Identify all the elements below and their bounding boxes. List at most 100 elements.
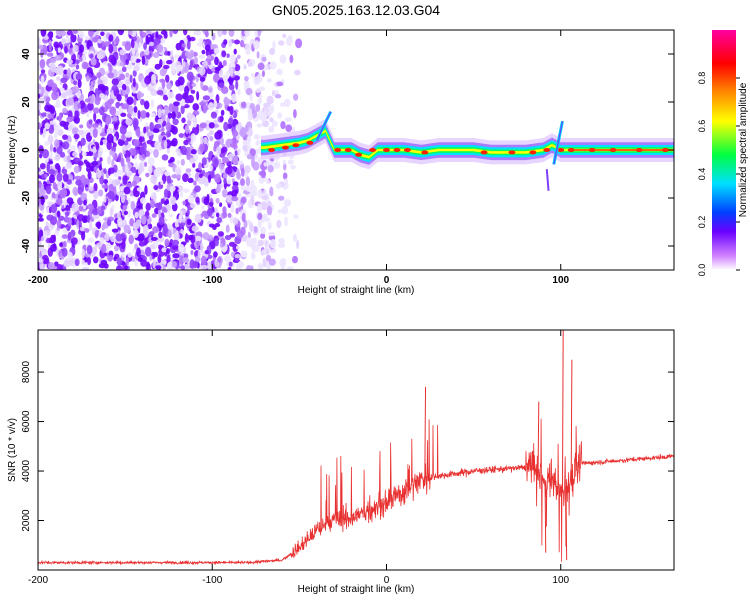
spectrogram-noise-blob [48,160,54,165]
spectrogram-noise-blob [240,250,248,258]
spectrogram-noise-blob [157,208,161,218]
spectrogram-noise-blob [56,219,62,229]
spectrogram-noise-blob [202,95,210,101]
spectrogram-noise-blob [66,97,75,106]
spectrogram-noise-blob [270,104,275,113]
spectrogram-noise-blob [233,48,237,55]
colorbar-tick-label: 0.8 [697,72,707,85]
spectrogram-noise-blob [295,38,303,49]
spectrogram-noise-blob [38,234,42,242]
spectrogram-noise-blob [161,113,166,122]
spectrogram-noise-blob [171,137,178,147]
spectrogram-noise-blob [111,77,119,86]
spectrogram-noise-blob [151,73,157,84]
spectrogram-noise-blob [47,31,54,40]
spectrogram-noise-blob [166,82,172,90]
spectrogram-noise-blob [217,231,224,237]
spectrogram-noise-blob [237,260,244,269]
spectrogram-noise-blob [61,234,69,239]
spectrogram-noise-blob [144,161,148,167]
spectrogram-noise-blob [259,226,267,235]
spectrogram-noise-blob [276,219,282,229]
spectrogram-noise-blob [202,232,210,240]
spectrogram-noise-blob [132,187,137,197]
spectrogram-noise-blob [99,175,104,185]
spectrogram-noise-blob [293,214,299,219]
spectrogram-noise-blob [168,213,174,218]
spectrogram-noise-blob [256,123,263,128]
spectrogram-noise-blob [132,180,137,187]
spectrogram-noise-blob [129,74,133,83]
spectrogram-noise-blob [115,35,120,45]
spectrogram-noise-blob [133,139,140,147]
spectrogram-noise-blob [121,240,126,250]
spectrogram-noise-blob [294,69,301,76]
spectrogram-noise-blob [62,107,68,114]
spectrogram-noise-blob [251,157,256,168]
spectrogram-noise-blob [253,225,258,234]
snr-xtick-label: -100 [202,575,222,586]
spectrogram-noise-blob [222,206,227,214]
spectrogram-noise-blob [203,196,210,206]
spectrogram-noise-blob [56,264,64,270]
spectrogram-noise-blob [161,78,166,89]
spectrogram-noise-blob [57,181,63,187]
spectrogram-noise-blob [276,81,284,87]
spectrogram-noise-blob [125,118,133,126]
spectrogram-noise-blob [78,219,82,228]
spectrogram-noise-blob [52,181,57,190]
spectrogram-noise-blob [86,102,94,111]
spectrogram-noise-blob [63,155,69,163]
spectrogram-noise-blob [90,58,97,66]
spectrogram-noise-blob [201,210,208,217]
spectrogram-noise-blob [260,232,266,239]
spectrogram-noise-blob [127,251,133,258]
spectrogram-noise-blob [61,91,68,99]
spectrogram-noise-blob [119,49,127,56]
spectrogram-noise-blob [43,35,49,40]
spectrogram-noise-blob [187,194,195,204]
spectrogram-noise-blob [221,86,229,95]
spectrogram-noise-blob [253,134,261,140]
spectrogram-ylabel: Frequency (Hz) [7,116,18,185]
spectrogram-noise-blob [85,186,89,192]
ridge-core [557,148,565,152]
spectrogram-noise-blob [80,174,86,182]
spectrogram-noise-blob [207,54,212,60]
spectrogram-noise-blob [62,134,69,140]
spectrogram-noise-blob [110,235,117,243]
spectrogram-noise-blob [284,216,288,227]
spectrogram-noise-blob [40,258,44,263]
spectrogram-noise-blob [116,257,123,266]
spectrogram-noise-blob [121,89,126,97]
spectrogram-noise-blob [101,184,109,189]
spectrogram-noise-blob [269,117,274,123]
spectrogram-noise-blob [286,266,294,270]
spectrogram-noise-blob [74,59,80,65]
spectrogram-noise-blob [188,234,194,241]
spectrogram-noise-blob [189,59,193,68]
spectrogram-noise-blob [236,245,241,250]
spectrogram-noise-blob [172,30,179,35]
spectrogram-noise-blob [47,79,54,87]
spectrogram-noise-blob [190,249,194,256]
spectrogram-noise-blob [232,217,239,225]
spectrogram-noise-blob [227,78,234,83]
spectrogram-noise-blob [192,110,200,116]
spectrogram-noise-blob [262,120,270,128]
spectrogram-noise-blob [103,196,107,203]
spectrogram-noise-blob [223,121,229,132]
spectrogram-noise-blob [196,41,203,47]
spectrogram-noise-blob [70,33,77,43]
spectrogram-noise-blob [219,115,224,122]
spectrogram-noise-blob [237,160,244,165]
spectrogram-noise-blob [140,197,147,204]
spectrogram-noise-blob [232,135,237,144]
spectrogram-noise-blob [111,145,117,153]
spectrogram-noise-blob [79,57,83,62]
spectrogram-noise-blob [136,90,142,101]
spectrogram-noise-blob [244,165,251,174]
spectrogram-noise-blob [70,237,78,245]
spectrogram-noise-blob [274,90,279,96]
